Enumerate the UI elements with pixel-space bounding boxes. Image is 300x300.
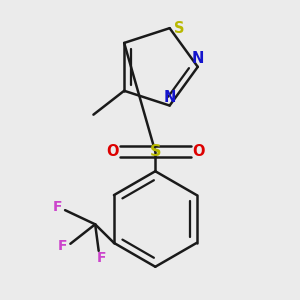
Text: S: S (150, 144, 161, 159)
Text: F: F (58, 238, 68, 253)
Text: O: O (192, 144, 205, 159)
Text: F: F (52, 200, 62, 214)
Text: S: S (174, 21, 185, 36)
Text: N: N (164, 90, 176, 105)
Text: F: F (97, 251, 106, 265)
Text: O: O (106, 144, 118, 159)
Text: N: N (192, 51, 204, 66)
